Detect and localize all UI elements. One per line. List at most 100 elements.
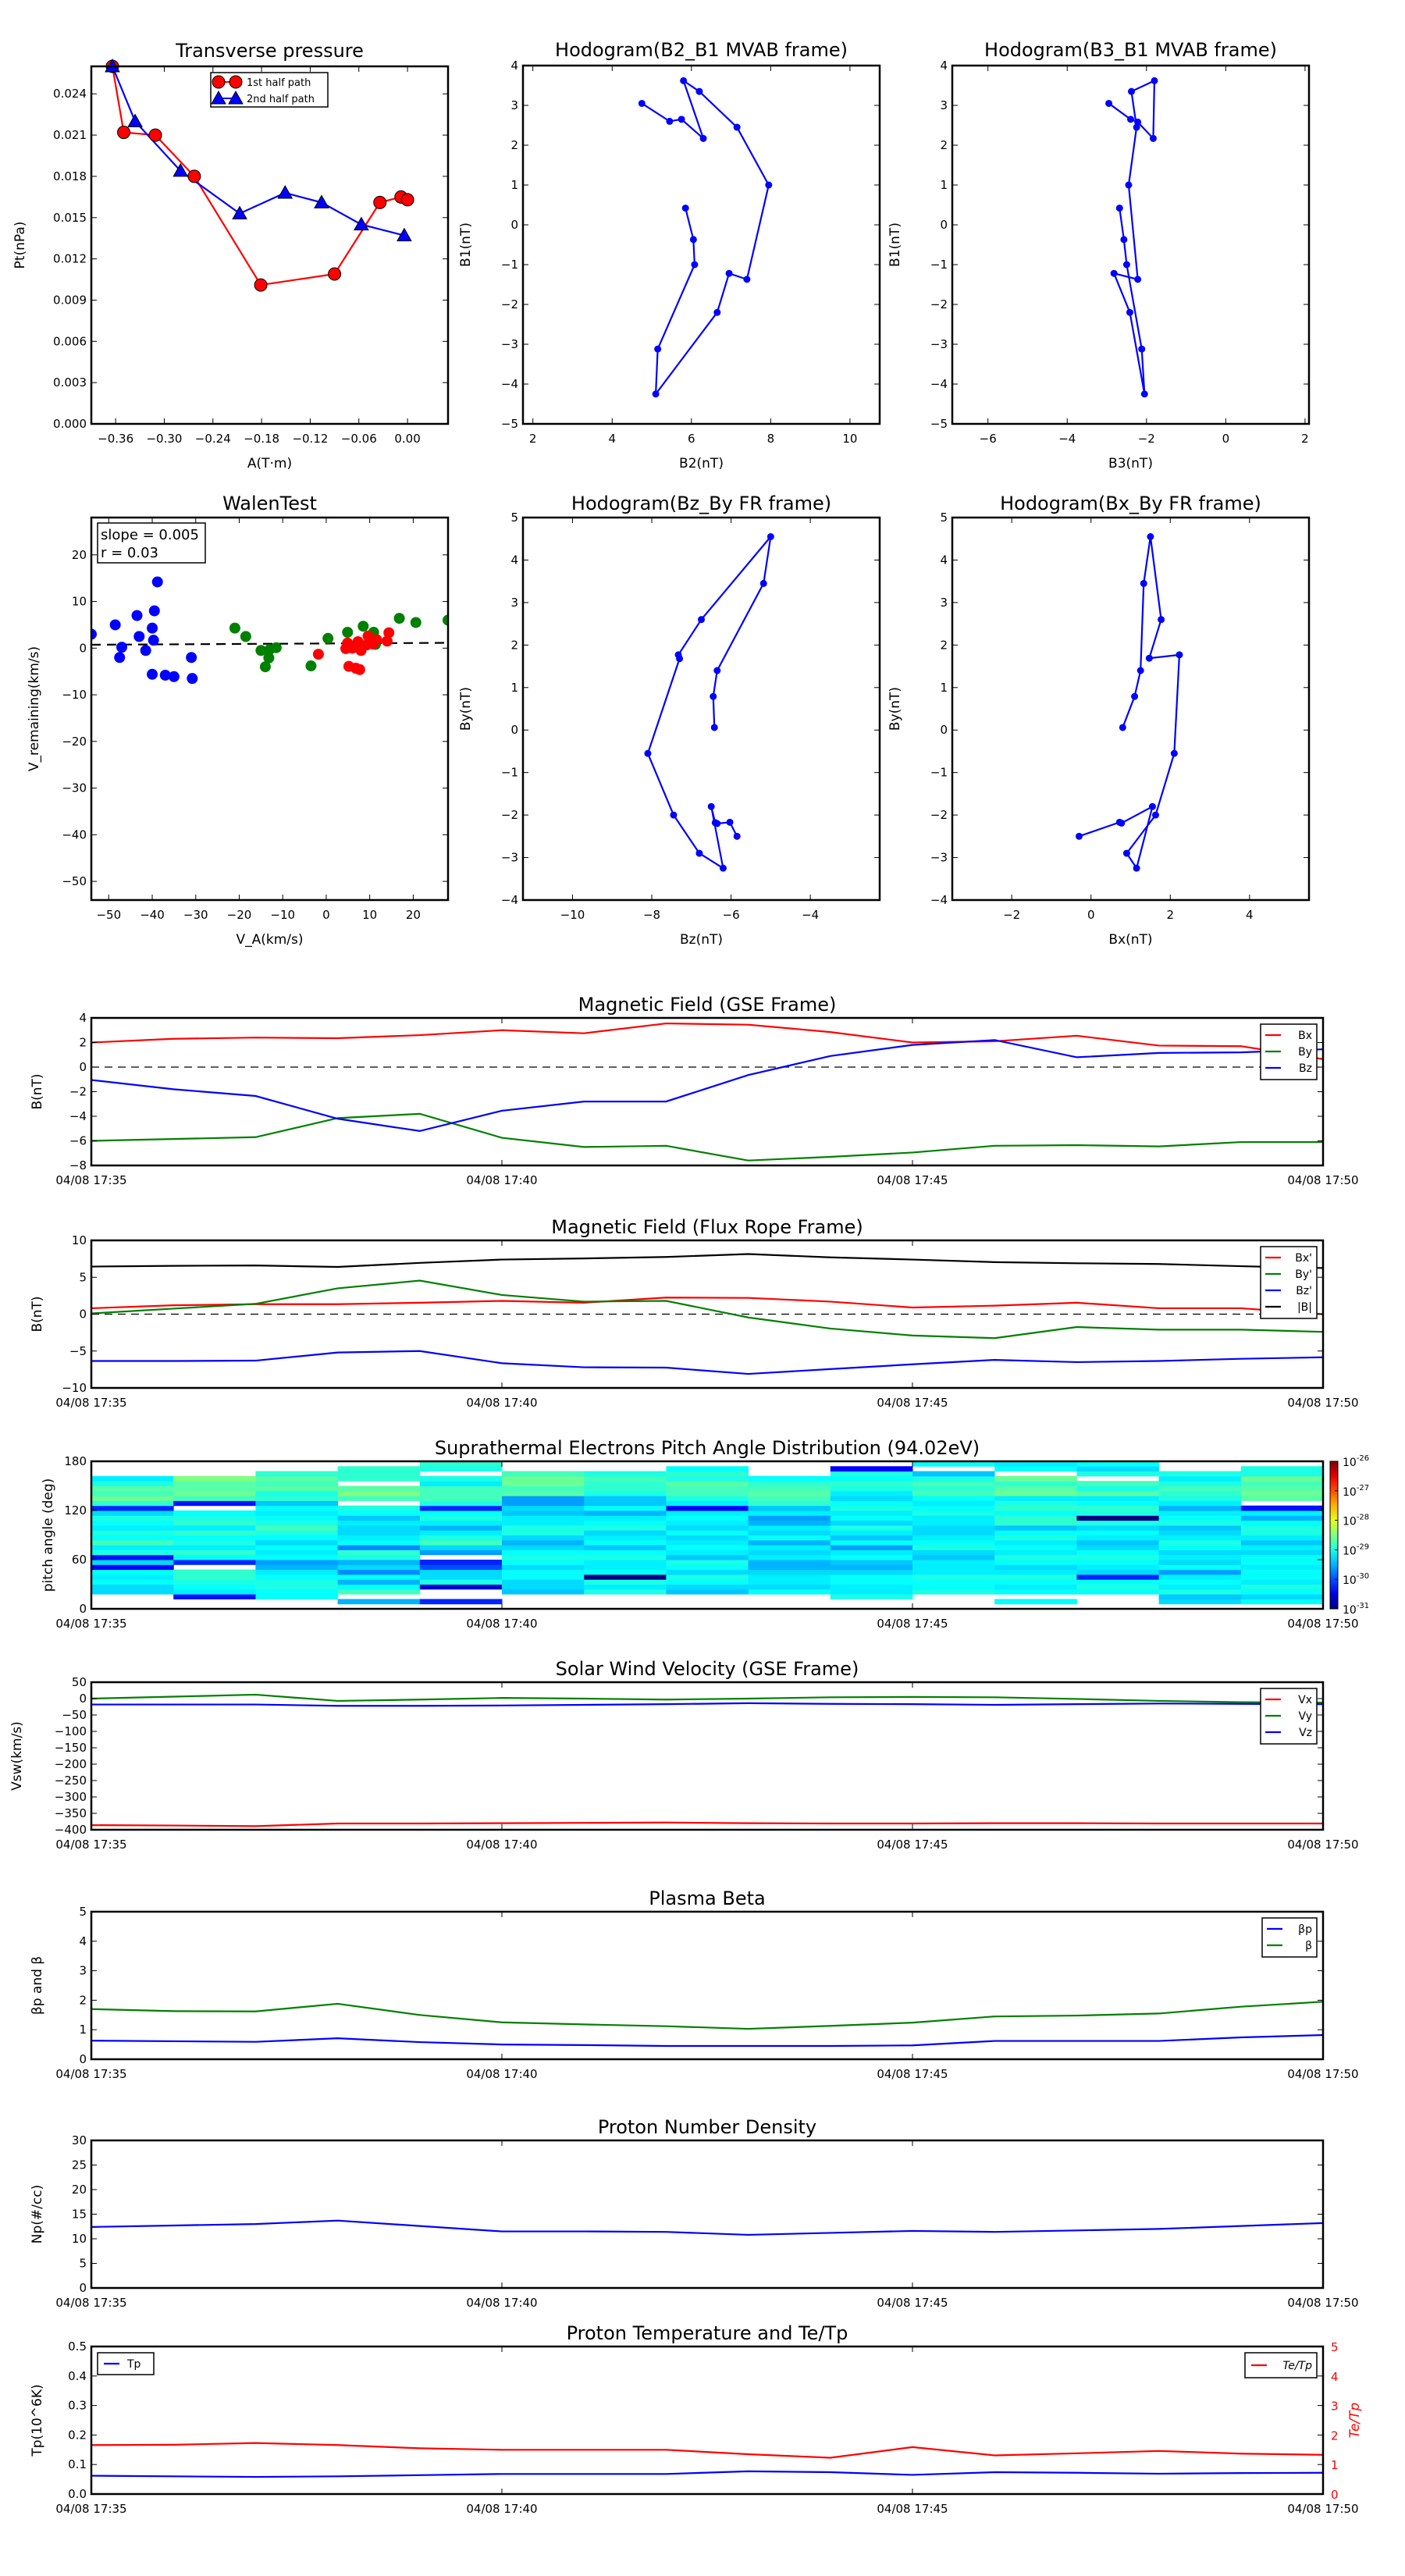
heatmap-cell (830, 1550, 913, 1556)
chart-title: Proton Number Density (598, 2116, 816, 2138)
scatter-point-red (383, 627, 395, 639)
data-point (254, 278, 268, 292)
heatmap-cell (1076, 1461, 1160, 1467)
heatmap-cell (173, 1496, 256, 1501)
heatmap-cell (1158, 1471, 1242, 1477)
heatmap-cell (173, 1584, 256, 1590)
chart-title: Hodogram(Bx_By FR frame) (1000, 493, 1261, 514)
scatter-point-blue (131, 610, 143, 621)
data-point (232, 205, 247, 219)
x-tick-label: −0.24 (195, 432, 231, 446)
scatter-point-green (240, 631, 251, 642)
heatmap-cell (337, 1505, 421, 1511)
legend-tp: Tp (97, 2352, 155, 2375)
y-tick-label: 3 (940, 98, 948, 112)
x-tick-label: 04/08 17:40 (466, 2067, 537, 2081)
heatmap-cell (1240, 1584, 1324, 1590)
heatmap-cell (1240, 1475, 1324, 1482)
data-point (689, 236, 697, 244)
data-point (1176, 651, 1183, 659)
heatmap-cell (912, 1525, 995, 1531)
colorbar-base: 10 (1343, 1545, 1357, 1557)
heatmap-cell (666, 1510, 749, 1516)
heatmap-cell (91, 1589, 174, 1595)
scatter-point-blue (147, 622, 158, 634)
heatmap-cell (912, 1550, 995, 1556)
heatmap-cell (502, 1564, 585, 1571)
series-line-np (91, 2219, 1323, 2236)
heatmap-cell (748, 1564, 831, 1571)
heatmap-cell (337, 1535, 421, 1541)
heatmap-cell (994, 1560, 1077, 1565)
y-tick-label: 10 (72, 595, 87, 609)
data-point (1127, 116, 1134, 123)
heatmap-cell (994, 1520, 1077, 1526)
y-tick-label: 5 (940, 511, 948, 525)
heatmap-cell (1158, 1569, 1242, 1575)
heatmap-cell (830, 1535, 913, 1541)
y-tick-label: 2 (79, 1993, 87, 2007)
data-point (674, 651, 682, 659)
heatmap-cell (419, 1539, 503, 1546)
heatmap-cell (91, 1525, 174, 1531)
colorbar-base: 10 (1343, 1604, 1357, 1617)
heatmap-cell (994, 1515, 1077, 1521)
y-tick-label: 0.0 (68, 2487, 87, 2501)
r-text: r = 0.03 (101, 545, 158, 561)
series-line-bx-by (1079, 536, 1181, 870)
heatmap-cell (419, 1535, 503, 1541)
y-axis-label: B1(nT) (458, 222, 474, 267)
heatmap-cell (912, 1545, 995, 1550)
scatter-point-red (354, 664, 365, 675)
x-tick-label: −0.36 (98, 432, 133, 446)
series-line-b2-b1 (641, 78, 770, 397)
x-tick-label: 8 (767, 432, 775, 446)
y-tick-label: 2 (510, 138, 518, 152)
legend: Bx' By' Bz' |B| (1260, 1246, 1318, 1319)
legend-label: Vx (1298, 1694, 1312, 1706)
heatmap-cell (502, 1510, 585, 1516)
heatmap-cell (502, 1500, 585, 1507)
y-tick-label: −250 (55, 1774, 87, 1788)
heatmap-cell (748, 1550, 831, 1556)
heatmap-cell (419, 1510, 503, 1516)
scatter-point-blue (109, 619, 121, 631)
heatmap-cell (173, 1539, 256, 1546)
data-point (1149, 134, 1157, 142)
heatmap-cell (1076, 1560, 1160, 1565)
heatmap-cell (584, 1530, 667, 1535)
x-tick-label: 2 (529, 432, 537, 446)
heatmap-cell (994, 1569, 1077, 1575)
data-point (695, 849, 703, 857)
heatmap-cell (1076, 1574, 1160, 1580)
x-tick-label: 0 (1222, 432, 1230, 446)
heatmap-cell (255, 1554, 339, 1560)
heatmap-cell (502, 1530, 585, 1535)
legend: 1st half path 2nd half path (210, 72, 329, 108)
y-tick-label: −30 (62, 781, 87, 795)
series-line-vz (91, 1702, 1323, 1707)
heatmap-cell (830, 1560, 913, 1565)
y-tick-label: −20 (62, 735, 87, 749)
x-tick-label: 2 (1301, 432, 1309, 446)
heatmap-cell (666, 1485, 749, 1492)
heatmap-cell (502, 1475, 585, 1482)
heatmap-cell (502, 1505, 585, 1511)
heatmap-cell (1240, 1535, 1324, 1541)
x-tick-label: 04/08 17:50 (1287, 1617, 1358, 1631)
heatmap-cell (255, 1550, 339, 1556)
heatmap-cell (994, 1579, 1077, 1585)
heatmap-cell (1076, 1515, 1160, 1521)
y-tick-label: 1 (510, 178, 518, 192)
heatmap-cell (1240, 1481, 1324, 1486)
data-point (127, 113, 143, 127)
colorbar-base: 10 (1343, 1516, 1357, 1528)
data-point (695, 87, 703, 95)
y-tick-label: 0.003 (53, 375, 87, 390)
scatter-point-red (371, 634, 382, 646)
data-point (733, 123, 741, 131)
heatmap-cell (748, 1510, 831, 1516)
heatmap-cell (173, 1535, 256, 1541)
y-tick-label: −1 (501, 766, 518, 780)
